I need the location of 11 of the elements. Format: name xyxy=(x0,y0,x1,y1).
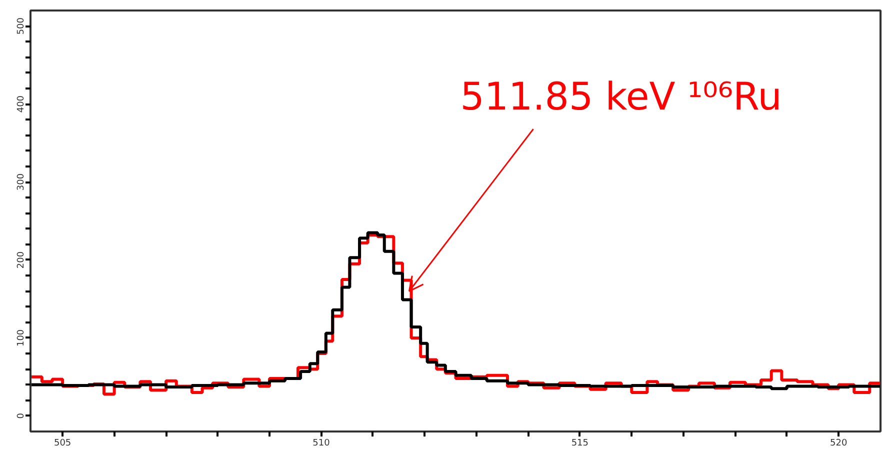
y-tick-label: 200 xyxy=(16,251,26,269)
x-tick-label: 520 xyxy=(830,438,848,448)
x-tick-label: 515 xyxy=(571,438,589,448)
y-tick-label: 500 xyxy=(16,17,26,35)
x-tick-label: 505 xyxy=(54,438,72,448)
y-tick-label: 100 xyxy=(16,329,26,347)
x-tick-label: 510 xyxy=(312,438,330,448)
annotation: 511.85 keV ¹⁰⁶Ru xyxy=(460,74,782,119)
y-tick-label: 400 xyxy=(16,95,26,113)
y-tick-label: 0 xyxy=(16,412,26,419)
y-tick-label: 300 xyxy=(16,173,26,191)
